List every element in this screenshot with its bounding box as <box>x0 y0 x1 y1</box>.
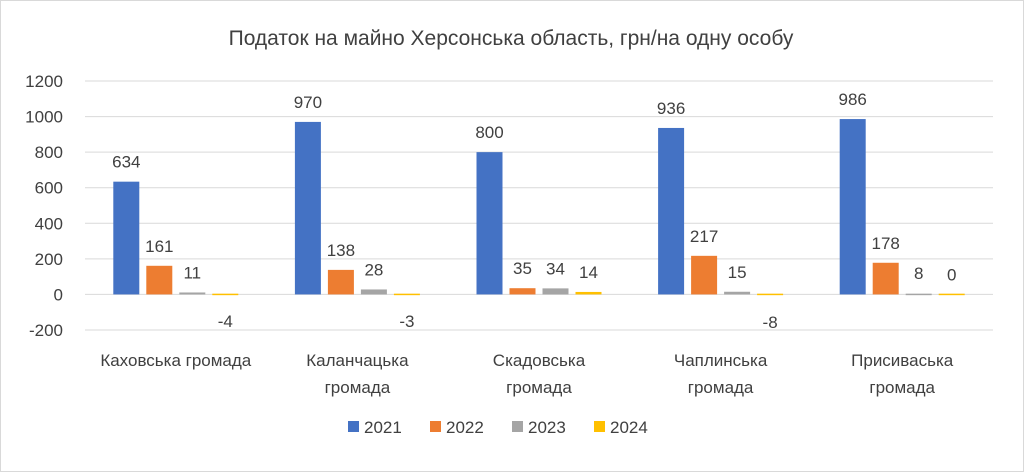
bar-2021 <box>658 127 685 295</box>
bar-2023 <box>179 292 206 295</box>
bar-2024 <box>393 293 420 296</box>
data-label: 970 <box>294 93 322 112</box>
legend-swatch-2022 <box>430 421 441 432</box>
bar-2024 <box>757 293 784 296</box>
category-label: Чаплинська <box>674 351 768 370</box>
bar-2023 <box>360 289 387 295</box>
y-tick-label: 200 <box>35 250 63 269</box>
data-label: 634 <box>112 153 140 172</box>
legend-swatch-2021 <box>348 421 359 432</box>
y-tick-label: 1000 <box>25 108 63 127</box>
data-label: 14 <box>579 263 598 282</box>
data-label: 15 <box>728 263 747 282</box>
bar-2023 <box>542 288 569 295</box>
data-label: 35 <box>513 259 532 278</box>
y-tick-label: 0 <box>54 285 63 304</box>
data-label: 0 <box>947 265 956 284</box>
category-label: громада <box>325 378 391 397</box>
y-axis: -200 0 200 400 600 800 1000 1200 <box>25 72 63 340</box>
category-label: Скадовська <box>493 351 586 370</box>
bar-2022 <box>691 255 718 295</box>
bar-2021 <box>113 181 140 295</box>
category-label: Каланчацька <box>306 351 409 370</box>
bar-2023 <box>724 291 751 295</box>
legend: 2021 2022 2023 2024 <box>348 418 648 437</box>
legend-label: 2024 <box>610 418 648 437</box>
category-label: громада <box>688 378 754 397</box>
y-tick-label: -200 <box>29 321 63 340</box>
bar-2023 <box>905 293 932 296</box>
y-tick-label: 800 <box>35 143 63 162</box>
data-label: 34 <box>546 259 565 278</box>
bar-2022 <box>509 288 536 295</box>
y-tick-label: 1200 <box>25 72 63 91</box>
category-label: Присиваська <box>851 351 954 370</box>
data-label: -4 <box>218 312 233 331</box>
data-label: 161 <box>145 237 173 256</box>
x-axis: Каховська громада Каланчацька громада Скадо… <box>100 351 953 397</box>
bar-2021 <box>839 119 866 295</box>
data-label: 800 <box>475 123 503 142</box>
data-label: 217 <box>690 227 718 246</box>
category-label: громада <box>869 378 935 397</box>
data-label: 178 <box>872 234 900 253</box>
category-label: громада <box>506 378 572 397</box>
legend-label: 2023 <box>528 418 566 437</box>
bar-2021 <box>294 121 321 295</box>
bar-2024 <box>212 293 239 296</box>
y-tick-label: 600 <box>35 179 63 198</box>
data-label: 28 <box>364 260 383 279</box>
data-label: 986 <box>839 90 867 109</box>
data-label: -8 <box>763 313 778 332</box>
legend-swatch-2024 <box>594 421 605 432</box>
bar-2022 <box>327 269 354 295</box>
y-tick-label: 400 <box>35 214 63 233</box>
data-labels: 634 161 11 -4 970 138 28 -3 800 35 34 14 936 217 15 -8 9… <box>112 90 956 332</box>
bar-2022 <box>872 262 899 295</box>
bar-2024 <box>938 293 965 296</box>
data-label: 138 <box>327 241 355 260</box>
data-label: -3 <box>399 312 414 331</box>
legend-swatch-2023 <box>512 421 523 432</box>
category-label: Каховська громада <box>100 351 251 370</box>
bar-2021 <box>476 152 503 295</box>
legend-label: 2022 <box>446 418 484 437</box>
legend-label: 2021 <box>364 418 402 437</box>
bar-2024 <box>575 291 602 295</box>
data-label: 936 <box>657 99 685 118</box>
chart-title: Податок на майно Херсонська область, грн… <box>229 27 794 50</box>
data-label: 11 <box>183 263 201 282</box>
bars <box>113 119 965 296</box>
bar-2022 <box>146 265 173 295</box>
data-label: 8 <box>914 264 923 283</box>
